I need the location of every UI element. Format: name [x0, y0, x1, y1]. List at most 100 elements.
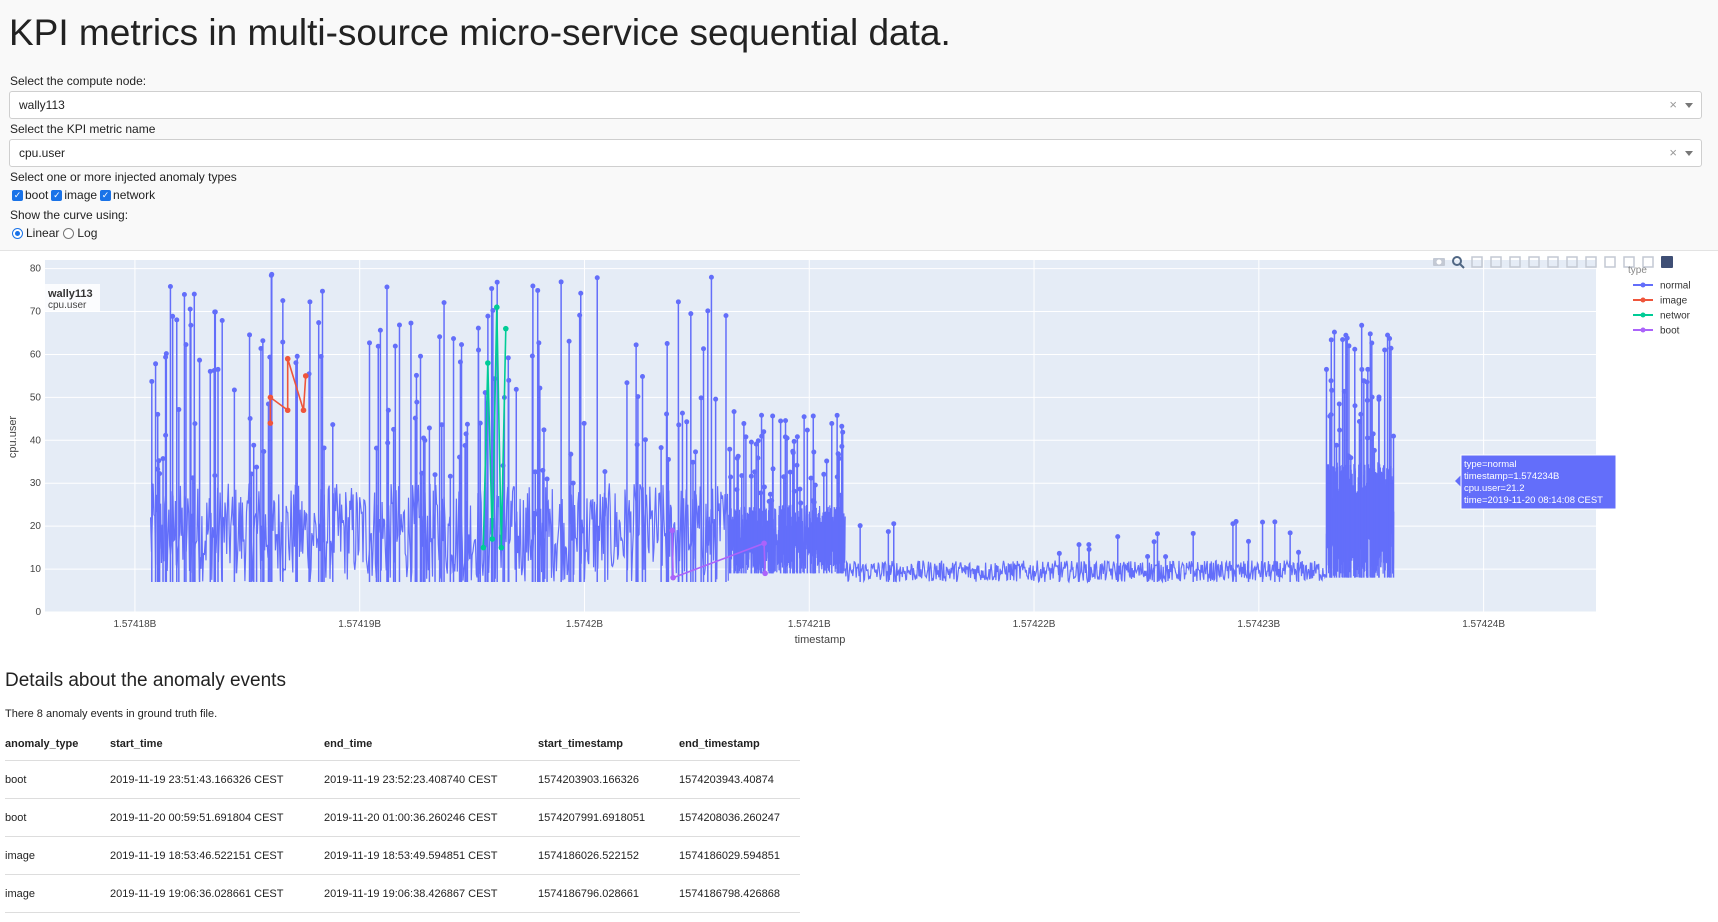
curve-label: Show the curve using:: [10, 208, 129, 222]
point-boot: [761, 540, 767, 547]
point-normal: [269, 271, 275, 277]
point-normal: [1356, 418, 1362, 424]
point-normal: [167, 284, 173, 290]
point-normal: [537, 385, 543, 391]
hover-closest-icon[interactable]: [1623, 256, 1635, 268]
table-row: boot 2019-11-20 00:59:51.691804 CEST 201…: [5, 798, 800, 837]
table-cell: 1574186029.594851: [679, 836, 800, 875]
point-normal: [447, 473, 453, 479]
hover-tooltip: type=normaltimestamp=1.574234Bcpu.user=2…: [1455, 454, 1617, 510]
legend-item-networ[interactable]: networ: [1633, 311, 1691, 322]
node-dropdown[interactable]: wally113 ×: [9, 91, 1702, 119]
check-icon[interactable]: ✓: [12, 189, 23, 201]
point-normal: [821, 471, 827, 477]
zoom-in-icon[interactable]: [1528, 256, 1540, 268]
point-normal: [307, 299, 313, 305]
clear-icon[interactable]: ×: [1669, 145, 1677, 160]
point-normal: [1296, 549, 1302, 555]
point-normal: [1359, 322, 1365, 328]
legend-item-boot[interactable]: boot: [1633, 326, 1680, 337]
point-normal: [260, 338, 266, 344]
toolbar-glyph: [1471, 256, 1483, 268]
point-normal: [426, 425, 432, 431]
series-line-boot: [671, 530, 766, 579]
point-normal: [1151, 539, 1157, 545]
x-tick-label: 1.57418B: [113, 619, 156, 630]
point-normal: [759, 412, 765, 418]
hover-compare-icon[interactable]: [1642, 256, 1654, 268]
point-image: [267, 420, 274, 426]
radio-selected-icon[interactable]: [12, 227, 23, 239]
home-icon[interactable]: [1585, 256, 1597, 268]
point-normal: [155, 466, 161, 472]
zoom-icon[interactable]: [1452, 256, 1465, 269]
point-normal: [834, 412, 840, 418]
point-normal: [743, 434, 749, 440]
col-header: anomaly_type: [5, 728, 110, 761]
clear-icon[interactable]: ×: [1669, 97, 1677, 112]
chevron-down-icon[interactable]: [1685, 151, 1693, 156]
point-normal: [734, 455, 740, 461]
y-tick-label: 30: [30, 478, 42, 489]
point-normal: [532, 469, 538, 475]
pan-icon[interactable]: [1471, 256, 1483, 268]
radio-linear[interactable]: Linear: [12, 226, 59, 240]
legend-item-normal[interactable]: normal: [1633, 281, 1691, 292]
zoom-out-icon[interactable]: [1547, 256, 1559, 268]
toolbar-glyph: [1623, 256, 1635, 268]
point-normal: [1385, 332, 1391, 338]
checkbox-boot[interactable]: ✓ boot: [12, 188, 49, 202]
point-normal: [391, 426, 397, 432]
x-tick-label: 1.57423B: [1237, 619, 1280, 630]
radio-log[interactable]: Log: [63, 226, 97, 240]
point-normal: [251, 442, 257, 448]
point-normal: [155, 411, 161, 417]
point-normal: [1359, 366, 1365, 372]
point-boot: [762, 570, 768, 577]
point-normal: [790, 450, 796, 456]
point-normal: [377, 327, 383, 333]
toolbar-glyph: [1490, 256, 1502, 268]
point-normal: [494, 279, 500, 285]
point-networ: [503, 325, 509, 332]
check-icon[interactable]: ✓: [51, 189, 63, 201]
tooltip-line: time=2019-11-20 08:14:08 CEST: [1464, 495, 1603, 506]
point-normal: [247, 416, 253, 422]
point-normal: [464, 421, 470, 427]
checkbox-image[interactable]: ✓ image: [51, 188, 98, 202]
autoscale-icon[interactable]: [1566, 256, 1578, 268]
point-normal: [1086, 542, 1092, 548]
checkbox-network[interactable]: ✓ network: [100, 188, 156, 202]
point-normal: [1086, 546, 1092, 552]
chevron-down-icon[interactable]: [1685, 103, 1693, 108]
camera-icon[interactable]: [1433, 258, 1445, 266]
spike-lines-icon[interactable]: [1604, 256, 1616, 268]
point-normal: [767, 491, 773, 497]
point-normal: [254, 464, 260, 470]
table-cell: 1574208036.260247: [679, 798, 800, 837]
point-normal: [219, 318, 225, 324]
page-title: KPI metrics in multi-source micro-servic…: [9, 12, 951, 53]
metric-dropdown[interactable]: cpu.user ×: [9, 139, 1702, 167]
plotly-logo-icon[interactable]: [1661, 256, 1673, 268]
point-normal: [1343, 332, 1349, 338]
point-normal: [602, 469, 608, 475]
check-icon[interactable]: ✓: [100, 189, 112, 201]
box-select-icon[interactable]: [1490, 256, 1502, 268]
point-normal: [207, 368, 213, 374]
point-networ: [489, 536, 496, 542]
point-normal: [485, 313, 491, 319]
point-normal: [1340, 337, 1346, 343]
col-header: start_time: [110, 728, 324, 761]
point-normal: [778, 418, 784, 424]
legend-item-image[interactable]: image: [1633, 296, 1688, 307]
point-normal: [475, 325, 481, 331]
lasso-icon[interactable]: [1509, 256, 1521, 268]
point-normal: [708, 274, 714, 280]
point-image: [284, 407, 291, 414]
table-cell: image: [5, 874, 110, 913]
radio-unselected-icon[interactable]: [63, 227, 75, 239]
table-cell: 2019-11-20 01:00:36.260246 CEST: [324, 798, 538, 837]
point-normal: [701, 346, 707, 352]
point-normal: [839, 443, 845, 449]
